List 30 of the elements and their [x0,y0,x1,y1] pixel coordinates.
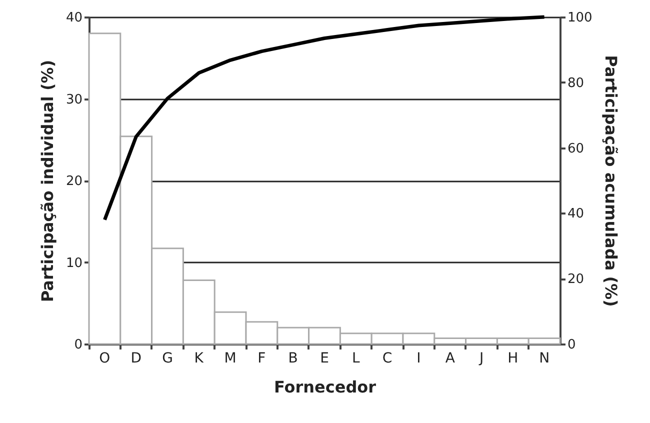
y2-tick-label: 80 [568,76,584,91]
y-tick-label: 30 [66,92,82,108]
x-tick-label: B [288,350,298,366]
x-tick-label: O [99,350,110,366]
x-tick-label: M [224,350,236,366]
y-tick-label: 10 [66,256,82,271]
y-tick-label: 0 [74,338,82,352]
x-tick-label: D [130,350,142,366]
y-tick-label: 40 [66,10,82,26]
x-tick-label: E [320,350,329,366]
y2-tick-label: 0 [568,338,576,352]
x-tick-label: F [258,350,266,366]
y-tick-label: 20 [66,174,82,189]
x-axis-title: Fornecedor [274,378,376,396]
y2-axis-title: Participação acumulada (%) [601,55,620,307]
x-tick-label: N [539,350,550,366]
y2-tick-label: 100 [568,10,592,26]
x-tick-label: H [508,350,518,366]
y2-tick-label: 60 [568,141,584,156]
y-axis-title: Participação individual (%) [38,60,57,302]
y2-tick-label: 40 [568,206,584,222]
line-series [102,15,546,222]
y2-tick-label: 20 [568,272,584,288]
x-tick-label: I [416,350,421,366]
x-tick-label: K [194,350,204,366]
x-tick-label: G [162,350,173,366]
x-tick-label: A [445,350,456,366]
x-tick-label: L [352,350,360,366]
x-tick-label: C [382,350,392,366]
x-tick-label: J [478,350,484,366]
